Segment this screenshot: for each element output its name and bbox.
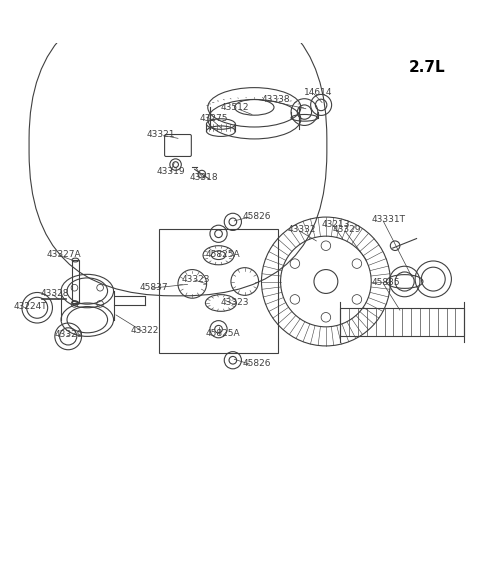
Text: 43321: 43321 bbox=[147, 130, 176, 139]
Text: 45826: 45826 bbox=[242, 212, 271, 221]
Text: 43331T: 43331T bbox=[371, 216, 405, 225]
Text: 45826: 45826 bbox=[242, 359, 271, 368]
Text: 43323: 43323 bbox=[182, 275, 210, 284]
Text: 45837: 45837 bbox=[140, 283, 168, 292]
Text: 43213: 43213 bbox=[321, 220, 349, 229]
Text: 43318: 43318 bbox=[190, 173, 218, 182]
Text: 43319: 43319 bbox=[156, 167, 185, 176]
Text: 43329: 43329 bbox=[333, 225, 361, 234]
Bar bbox=[340, 308, 464, 336]
Text: 43512: 43512 bbox=[221, 103, 250, 112]
Text: 43323: 43323 bbox=[221, 298, 250, 307]
Text: 43332: 43332 bbox=[288, 225, 316, 234]
Text: 43329: 43329 bbox=[55, 330, 84, 339]
Text: 43322: 43322 bbox=[130, 325, 158, 334]
Text: 45825A: 45825A bbox=[205, 329, 240, 338]
Text: 14614: 14614 bbox=[304, 88, 333, 97]
Text: 43275: 43275 bbox=[199, 114, 228, 123]
Text: 43338: 43338 bbox=[262, 95, 290, 104]
Text: 43327A: 43327A bbox=[47, 250, 81, 259]
Text: 43328: 43328 bbox=[40, 289, 69, 298]
Text: 2.7L: 2.7L bbox=[408, 60, 445, 74]
Bar bbox=[159, 229, 278, 353]
Bar bbox=[72, 260, 79, 303]
Text: 45825A: 45825A bbox=[205, 251, 240, 260]
Text: 43224T: 43224T bbox=[13, 302, 47, 311]
Text: 45835: 45835 bbox=[371, 278, 400, 287]
